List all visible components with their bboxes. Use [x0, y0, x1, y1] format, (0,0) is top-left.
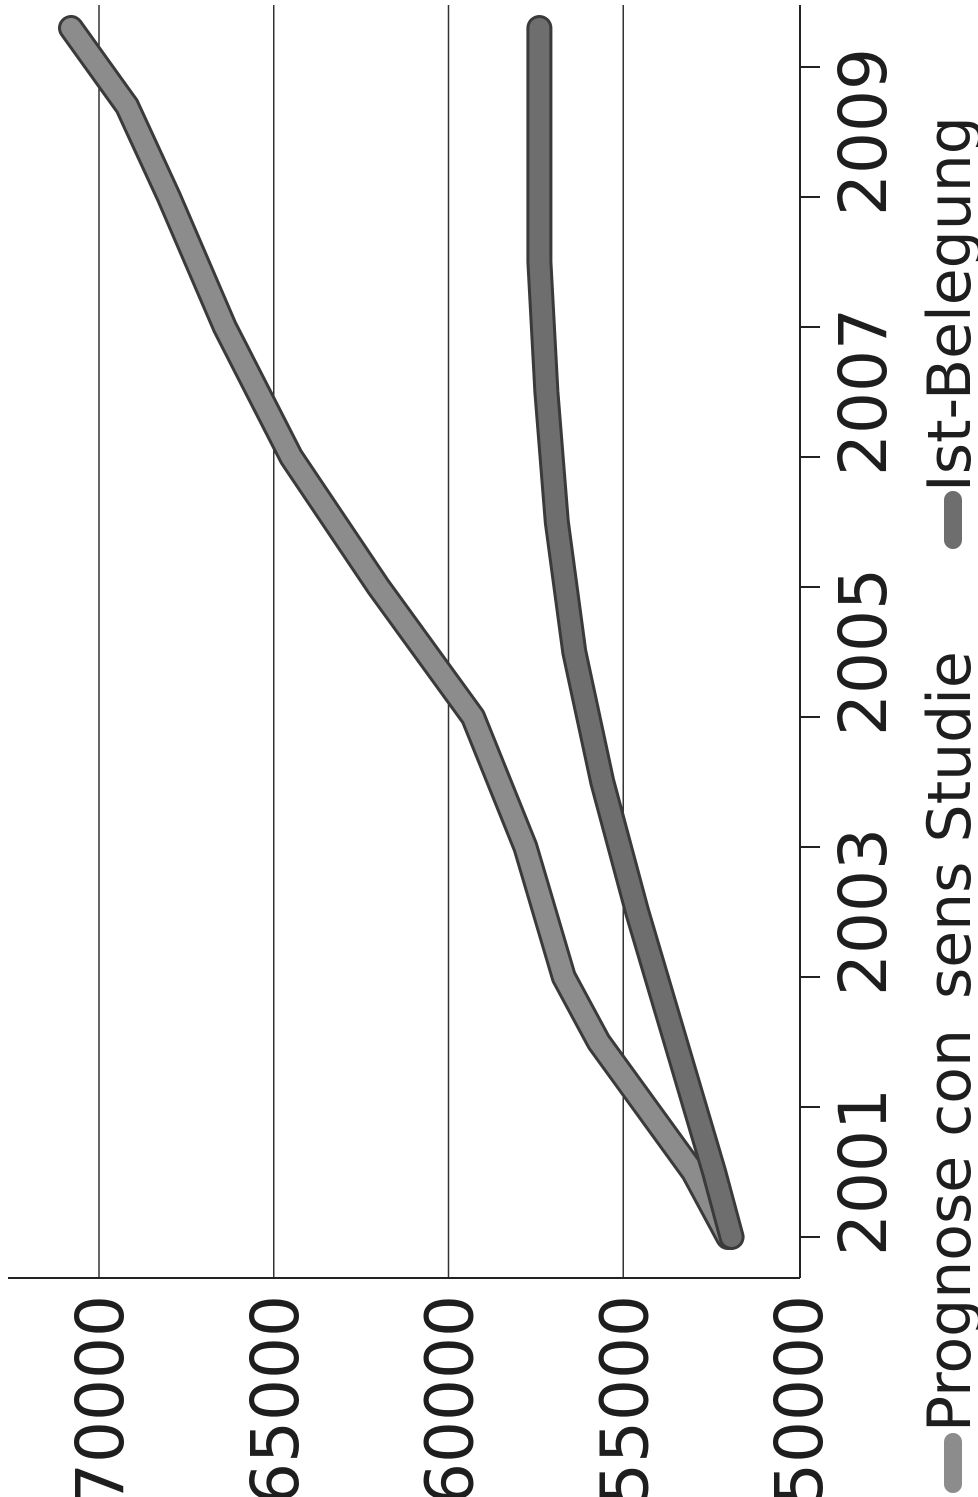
y-tick-label-60000: 60000 [412, 1295, 489, 1497]
x-tick-label-2005: 2005 [825, 568, 902, 736]
y-axis-tick-labels: 50000 55000 60000 65000 70000 [62, 1295, 838, 1497]
legend-entry-series-2: Ist-Belegung [915, 116, 978, 549]
x-axis [799, 5, 820, 1278]
x-tick-label-2009: 2009 [825, 48, 902, 216]
legend-label-series-1: Prognose con_sens Studie [915, 651, 978, 1432]
series-lines [58, 15, 745, 1250]
legend-entry-series-1: Prognose con_sens Studie [915, 651, 978, 1493]
x-tick-label-2007: 2007 [825, 308, 902, 476]
y-tick-label-50000: 50000 [761, 1295, 838, 1497]
y-tick-label-70000: 70000 [62, 1295, 139, 1497]
series-line-2 [529, 18, 742, 1247]
y-tick-label-55000: 55000 [586, 1295, 663, 1497]
x-tick-label-2001: 2001 [825, 1088, 902, 1256]
x-tick-label-2003: 2003 [825, 828, 902, 996]
legend-label-series-2: Ist-Belegung [915, 116, 978, 492]
legend: Prognose con_sens Studie Ist-Belegung [915, 116, 978, 1493]
series-line-1 [61, 18, 739, 1247]
y-tick-label-65000: 65000 [237, 1295, 314, 1497]
x-axis-tick-labels: 2001 2003 2005 2007 2009 [825, 48, 902, 1256]
